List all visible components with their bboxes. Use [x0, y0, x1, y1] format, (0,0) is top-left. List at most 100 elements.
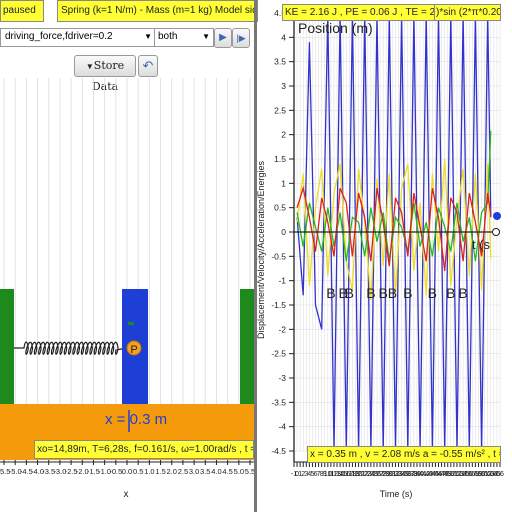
tick-label: 13 [333, 471, 341, 478]
mass-handle-label: P [130, 344, 137, 356]
tick-label: -2.5 [65, 467, 78, 476]
simulation-canvas: P x = 0.3 m -5.5-5.0-4.5-4.0-3.5-3.0-2.5… [0, 78, 254, 500]
tick-label: 29 [382, 471, 390, 478]
tick-label: 1.5 [155, 467, 165, 476]
tick-label: 22 [361, 471, 369, 478]
b-marker: B [378, 285, 387, 301]
tick-label: -5.5 [0, 467, 10, 476]
tick-label: 15 [339, 471, 347, 478]
tick-label: 19 [352, 471, 360, 478]
mass-marker [128, 322, 134, 325]
tick-label: -2.5 [271, 349, 286, 359]
tick-label: 0.5 [274, 203, 286, 213]
view-select[interactable]: both ▼ [154, 28, 214, 47]
x-axis-label: Time (s) [380, 489, 413, 499]
tick-label: -3 [278, 373, 286, 383]
tick-label: 5 [310, 471, 314, 478]
left-wall [0, 289, 14, 404]
tick-label: 50 [447, 471, 455, 478]
tick-label: 38 [410, 471, 418, 478]
tick-label: 2 [281, 130, 286, 140]
tick-label: 4.5 [222, 467, 232, 476]
status-badge: paused [0, 0, 44, 22]
driving-formula: )*sin (2*π*0.20*t) [434, 4, 501, 21]
tick-label: 9 [323, 471, 327, 478]
tick-label: 14 [336, 471, 344, 478]
tick-label: 36 [404, 471, 412, 478]
tick-label: 18 [349, 471, 357, 478]
tick-label: 35 [401, 471, 409, 478]
tick-label: 1 [298, 471, 302, 478]
tick-label: 1.0 [144, 467, 154, 476]
tick-label: 43 [425, 471, 433, 478]
tick-label: 0 [295, 471, 299, 478]
tick-label: 53 [456, 471, 464, 478]
tick-label: 59 [475, 471, 483, 478]
tick-label: -4.5 [271, 446, 286, 456]
tick-label: 4.0 [211, 467, 221, 476]
graph-canvas: -4.5 -4 -3.5 -3 -2.5 -2 -1.5 -1 -0.5 0 0.5 1 1.5 2 2.5… [257, 8, 504, 499]
tick-label: 2.0 [167, 467, 177, 476]
tick-label: 39 [413, 471, 421, 478]
tick-label: 0.5 [133, 467, 143, 476]
tick-label: 5.0 [234, 467, 244, 476]
tick-label: 32 [392, 471, 400, 478]
tick-label: 0 [281, 227, 286, 237]
tick-label: 8 [320, 471, 324, 478]
tick-label: 57 [468, 471, 476, 478]
b-marker: B [339, 285, 348, 301]
tick-label: 20 [355, 471, 363, 478]
tick-label: 63 [487, 471, 495, 478]
step-icon: |▶ [236, 33, 246, 43]
tick-label: -4.0 [31, 467, 44, 476]
acceleration-line [296, 158, 492, 301]
tick-label: 3.5 [200, 467, 210, 476]
triangle-down-icon: ▼ [85, 62, 94, 71]
tick-label: 12 [330, 471, 338, 478]
tick-label: 41 [419, 471, 427, 478]
step-button[interactable]: |▶ [232, 28, 250, 48]
b-marker: B [446, 285, 455, 301]
tick-label: 27 [376, 471, 384, 478]
tick-label: -0.5 [109, 467, 122, 476]
tick-label: -5.0 [9, 467, 22, 476]
panel-divider[interactable] [254, 0, 257, 512]
play-button[interactable]: ▶ [214, 28, 232, 48]
tick-label: 0.0 [122, 467, 132, 476]
b-marker: B [326, 285, 335, 301]
current-point[interactable] [493, 212, 501, 220]
tick-label: 33 [395, 471, 403, 478]
tick-label: 62 [484, 471, 492, 478]
velocity-line [296, 130, 492, 262]
mass-handle[interactable] [126, 340, 142, 356]
tick-label: 56 [465, 471, 473, 478]
graph-info: x = 0.35 m , v = 2.08 m/s a = -0.55 m/s²… [307, 446, 501, 463]
tick-label: -1 [278, 276, 286, 286]
tick-label: 16 [342, 471, 350, 478]
reset-icon: ↶ [142, 58, 154, 73]
tick-label: 47 [438, 471, 446, 478]
tick-label: 3.0 [189, 467, 199, 476]
b-marker: B [366, 285, 375, 301]
store-data-button[interactable]: ▼Store Data [74, 55, 136, 93]
chevron-down-icon: ▼ [202, 32, 210, 41]
tick-label: 49 [444, 471, 452, 478]
b-marker: B [458, 285, 467, 301]
play-icon: ▶ [219, 32, 227, 43]
b-markers: B BB B B B B B B B [326, 285, 468, 301]
tick-label: 40 [416, 471, 424, 478]
right-wall [240, 289, 254, 404]
tick-label: 6 [314, 471, 318, 478]
reset-button[interactable]: ↶ [138, 55, 158, 77]
tick-label: 3 [281, 81, 286, 91]
tick-label: 42 [422, 471, 430, 478]
tick-label: 44 [428, 471, 436, 478]
driver-select[interactable]: driving_force,fdriver=0.2 ▼ [0, 28, 156, 47]
view-select-value: both [158, 31, 178, 42]
tick-label: 4 [281, 32, 286, 42]
tick-label: 66 [496, 471, 504, 478]
tick-label: 1.5 [274, 154, 286, 164]
tick-label: 34 [398, 471, 406, 478]
tick-label: -0.5 [271, 251, 286, 261]
tick-label: 10 [324, 471, 332, 478]
